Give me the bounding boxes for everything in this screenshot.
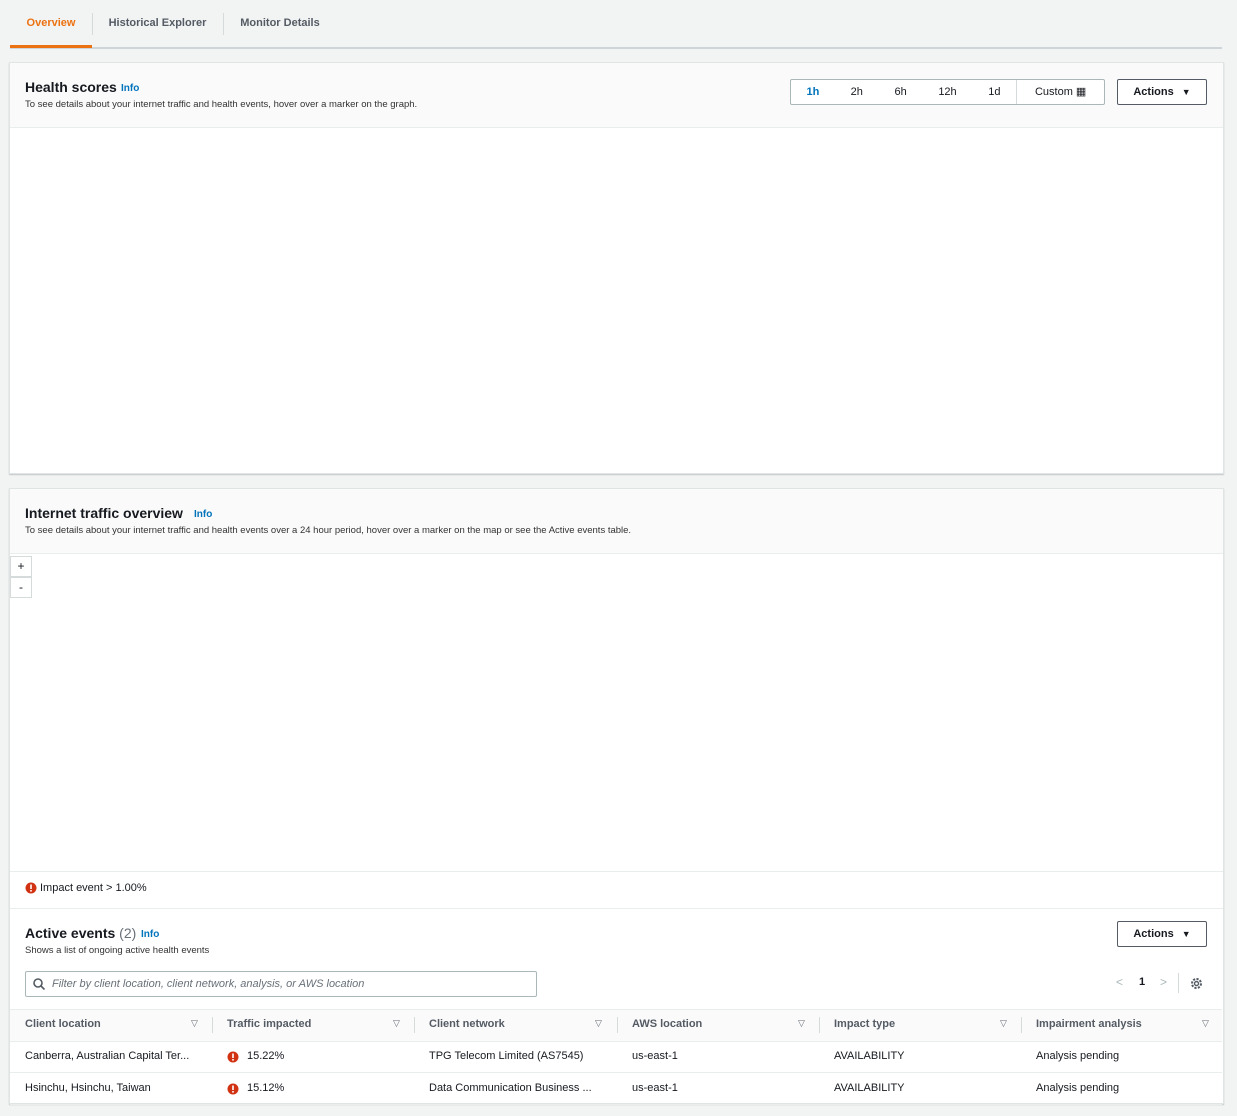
divider	[1178, 973, 1179, 993]
button-label: Actions	[1133, 86, 1173, 98]
range-button[interactable]: 1h	[791, 80, 835, 104]
map-legend: Impact event > 1.00%	[25, 882, 147, 894]
calendar-icon: ▦	[1073, 86, 1086, 98]
panel-title: Internet traffic overview	[25, 505, 183, 521]
tab-separator	[92, 13, 93, 35]
table-cell: Canberra, Australian Capital Ter...	[25, 1050, 189, 1062]
column-divider	[414, 1017, 415, 1033]
tab[interactable]: Overview	[10, 17, 92, 29]
impact-icon	[227, 1083, 239, 1095]
column-header[interactable]: Impact type	[834, 1018, 895, 1030]
health-panel	[9, 62, 1224, 474]
map-legend-bar	[10, 871, 1223, 909]
event-count: (2)	[119, 925, 136, 941]
tab-separator	[223, 13, 224, 35]
title-text: Active events	[25, 925, 115, 941]
prev-page[interactable]: <	[1116, 975, 1123, 989]
range-button[interactable]: 6h	[879, 80, 923, 104]
info-link[interactable]: Info	[141, 929, 159, 940]
range-button[interactable]: Custom ▦	[1016, 80, 1104, 104]
column-divider	[1021, 1017, 1022, 1033]
sort-icon: ▽	[191, 1018, 198, 1029]
table-cell: us-east-1	[632, 1050, 678, 1062]
search-icon	[32, 977, 46, 991]
table-cell: Hsinchu, Hsinchu, Taiwan	[25, 1082, 151, 1094]
search-input[interactable]: Filter by client location, client networ…	[25, 971, 537, 997]
table-cell: Data Communication Business ...	[429, 1082, 592, 1094]
table-cell: TPG Telecom Limited (AS7545)	[429, 1050, 583, 1062]
actions-button[interactable]: Actions ▼	[1117, 79, 1207, 105]
search-placeholder: Filter by client location, client networ…	[52, 978, 364, 990]
range-button[interactable]: 12h	[923, 80, 973, 104]
panel-title: Health scores	[25, 79, 117, 95]
events-title: Active events (2)	[25, 925, 136, 941]
column-divider	[617, 1017, 618, 1033]
sort-icon: ▽	[595, 1018, 602, 1029]
column-header[interactable]: AWS location	[632, 1018, 702, 1030]
panel-description: To see details about your internet traff…	[25, 99, 417, 110]
column-divider	[212, 1017, 213, 1033]
sort-icon: ▽	[1202, 1018, 1209, 1029]
table-cell: AVAILABILITY	[834, 1082, 905, 1094]
panel-header	[10, 489, 1223, 554]
actions-button[interactable]: Actions ▼	[1117, 921, 1207, 947]
row-divider	[10, 1104, 1222, 1105]
tab-underline	[10, 45, 92, 48]
zoom-button[interactable]: -	[10, 577, 32, 598]
range-button[interactable]: 1d	[972, 80, 1016, 104]
table-cell: Analysis pending	[1036, 1050, 1119, 1062]
table-cell: Analysis pending	[1036, 1082, 1119, 1094]
caret: ▼	[1182, 929, 1191, 939]
table-cell: 15.12%	[247, 1082, 284, 1094]
info-link[interactable]: Info	[194, 509, 212, 520]
settings-icon[interactable]	[1190, 977, 1203, 990]
page-number[interactable]: 1	[1139, 976, 1145, 988]
column-header[interactable]: Impairment analysis	[1036, 1018, 1142, 1030]
column-divider	[819, 1017, 820, 1033]
column-header[interactable]: Client network	[429, 1018, 505, 1030]
range-selector: 1h2h6h12h1dCustom ▦	[790, 79, 1105, 105]
sort-icon: ▽	[798, 1018, 805, 1029]
range-button[interactable]: 2h	[835, 80, 879, 104]
column-header[interactable]: Traffic impacted	[227, 1018, 311, 1030]
row-divider	[10, 1072, 1222, 1073]
table-cell: AVAILABILITY	[834, 1050, 905, 1062]
info-link[interactable]: Info	[121, 83, 139, 94]
table-cell: 15.22%	[247, 1050, 284, 1062]
impact-icon	[227, 1051, 239, 1063]
sort-icon: ▽	[1000, 1018, 1007, 1029]
panel-description: Shows a list of ongoing active health ev…	[25, 945, 209, 956]
column-header[interactable]: Client location	[25, 1018, 101, 1030]
tab[interactable]: Monitor Details	[223, 17, 337, 29]
zoom-button[interactable]: +	[10, 556, 32, 577]
button-label: Actions	[1133, 928, 1173, 940]
sort-icon: ▽	[393, 1018, 400, 1029]
panel-description: To see details about your internet traff…	[25, 525, 631, 536]
impact-icon	[25, 882, 37, 894]
tab[interactable]: Historical Explorer	[92, 17, 223, 29]
table-cell: us-east-1	[632, 1082, 678, 1094]
next-page[interactable]: >	[1160, 975, 1167, 989]
caret: ▼	[1182, 87, 1191, 97]
legend-label: Impact event > 1.00%	[40, 882, 147, 894]
